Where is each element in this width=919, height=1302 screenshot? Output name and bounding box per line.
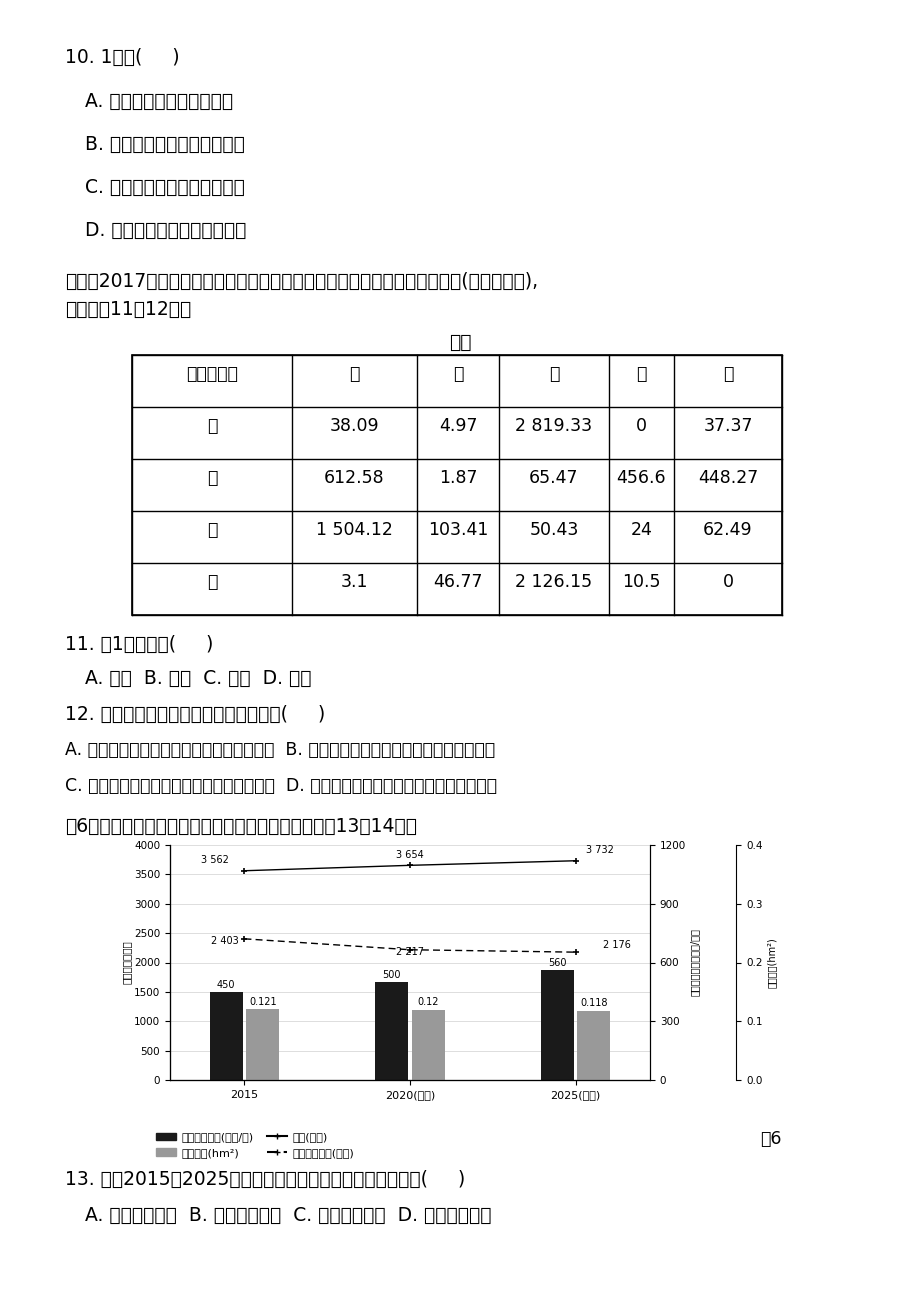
Text: 12. 下列关于表格相关内容叙述正确的是(     ): 12. 下列关于表格相关内容叙述正确的是( )	[65, 704, 325, 724]
Text: 读表回等11～12题。: 读表回等11～12题。	[65, 299, 191, 319]
Text: 3 654: 3 654	[396, 850, 424, 861]
Text: 乙: 乙	[452, 365, 462, 383]
Text: 图6是山西省耕地资源与人口承载力示意图。读图回等13～14题。: 图6是山西省耕地资源与人口承载力示意图。读图回等13～14题。	[65, 816, 416, 836]
Text: 0.121: 0.121	[249, 996, 277, 1006]
Text: 0.118: 0.118	[579, 999, 607, 1008]
Text: 1.87: 1.87	[438, 469, 477, 487]
Text: 13. 导致2015～2025年山西省人口承载力变化的主要原因是(     ): 13. 导致2015～2025年山西省人口承载力变化的主要原因是( )	[65, 1170, 465, 1189]
Y-axis label: 人均耕地(hm²): 人均耕地(hm²)	[766, 937, 776, 988]
Text: 103.41: 103.41	[427, 521, 488, 539]
Text: 37.37: 37.37	[702, 417, 752, 435]
人口(万人)	[239, 863, 250, 879]
Text: 2 217: 2 217	[395, 948, 424, 957]
Line: 可承载人口数(万人): 可承载人口数(万人)	[241, 935, 578, 956]
Line: 人口(万人): 人口(万人)	[241, 857, 578, 874]
Text: 4.97: 4.97	[438, 417, 477, 435]
Text: 图6: 图6	[759, 1130, 780, 1148]
Text: 3 732: 3 732	[585, 845, 614, 855]
Text: A. 黑：丙产量远超过冀是因为土壤深厚肥沃  B. 新：秋季光热充足且温差大确保甲品质优: A. 黑：丙产量远超过冀是因为土壤深厚肥沃 B. 新：秋季光热充足且温差大确保甲…	[65, 741, 494, 759]
Text: 甲: 甲	[349, 365, 359, 383]
Bar	[540, 970, 573, 1079]
Text: 0: 0	[635, 417, 646, 435]
Text: 500: 500	[382, 970, 401, 979]
Text: 612.58: 612.58	[323, 469, 384, 487]
Bar	[210, 992, 243, 1079]
Text: 1 504.12: 1 504.12	[316, 521, 392, 539]
Text: 2 819.33: 2 819.33	[515, 417, 592, 435]
人口(万人)	[570, 853, 581, 868]
Text: 赣: 赣	[207, 573, 217, 591]
Text: 38.09: 38.09	[329, 417, 379, 435]
Text: 0.12: 0.12	[417, 997, 438, 1008]
Text: 50.43: 50.43	[528, 521, 578, 539]
Text: 丙: 丙	[549, 365, 559, 383]
Text: 450: 450	[217, 979, 235, 990]
Y-axis label: 人口数（万人）: 人口数（万人）	[121, 940, 131, 984]
Text: D. 科伦坡乘船至马累顺风顺水: D. 科伦坡乘船至马累顺风顺水	[85, 221, 246, 240]
Text: 46.77: 46.77	[433, 573, 482, 591]
Text: A. 人口数量增加  B. 科学技术进步  C. 消费水平提高  D. 土地资源减少: A. 人口数量增加 B. 科学技术进步 C. 消费水平提高 D. 土地资源减少	[85, 1206, 491, 1225]
Text: C. 冀：京津冀协同发展可能减少丁种植面积  D. 赣：没有戊种植主要基于市场因素的考量: C. 冀：京津冀协同发展可能减少丁种植面积 D. 赣：没有戊种植主要基于市场因素…	[65, 777, 496, 796]
Text: 表１: 表１	[448, 333, 471, 352]
Text: A. 斯里兰卡岛各处降水稀少: A. 斯里兰卡岛各处降水稀少	[85, 92, 233, 111]
Bar	[411, 1009, 444, 1079]
Text: 11. 表1中丙表示(     ): 11. 表1中丙表示( )	[65, 635, 213, 654]
Text: C. 乙处洋流使得马累降温减湟: C. 乙处洋流使得马累降温减湟	[85, 178, 244, 197]
可承载人口数(万人)	[404, 941, 415, 957]
Text: 24: 24	[630, 521, 652, 539]
Text: 冀: 冀	[207, 521, 217, 539]
Y-axis label: 人均粮食消费（千克/年）: 人均粮食消费（千克/年）	[689, 928, 699, 996]
Text: 2 176: 2 176	[602, 940, 630, 950]
Text: 65.47: 65.47	[528, 469, 578, 487]
Text: 2 403: 2 403	[210, 936, 238, 947]
Text: 3.1: 3.1	[340, 573, 368, 591]
可承载人口数(万人)	[570, 944, 581, 960]
Text: 62.49: 62.49	[702, 521, 752, 539]
Text: 560: 560	[548, 958, 566, 967]
Text: 表１为2017年我国黑、新、冀、赣四省水稻、小麦、花生、甜菜和棉花产量(单位：万吠),: 表１为2017年我国黑、新、冀、赣四省水稻、小麦、花生、甜菜和棉花产量(单位：万…	[65, 272, 538, 292]
Text: 2 126.15: 2 126.15	[515, 573, 592, 591]
人口(万人)	[404, 858, 415, 874]
Text: 戊: 戊	[722, 365, 732, 383]
Text: 黑: 黑	[207, 417, 217, 435]
Bar	[576, 1010, 609, 1079]
Bar	[131, 355, 781, 615]
Text: 0: 0	[721, 573, 732, 591]
Text: 农作物省份: 农作物省份	[186, 365, 238, 383]
Text: 456.6: 456.6	[616, 469, 665, 487]
Text: A. 水稻  B. 小麦  C. 甜菜  D. 花生: A. 水稻 B. 小麦 C. 甜菜 D. 花生	[85, 669, 312, 687]
Legend: 人均粮食消费(千克/年), 人均耕地(hm²), 人口(万人), 可承载人口数(万人): 人均粮食消费(千克/年), 人均耕地(hm²), 人口(万人), 可承载人口数(…	[152, 1128, 358, 1163]
Bar	[375, 982, 408, 1079]
Bar	[246, 1009, 279, 1079]
Text: 新: 新	[207, 469, 217, 487]
Text: 448.27: 448.27	[698, 469, 757, 487]
可承载人口数(万人)	[239, 931, 250, 947]
Text: B. 乙处寒暖流交汇形成大渔场: B. 乙处寒暖流交汇形成大渔场	[85, 135, 244, 154]
Text: 3 562: 3 562	[200, 855, 229, 866]
Text: 10. 1月初(     ): 10. 1月初( )	[65, 48, 179, 66]
Text: 10.5: 10.5	[621, 573, 660, 591]
Text: 丁: 丁	[636, 365, 646, 383]
